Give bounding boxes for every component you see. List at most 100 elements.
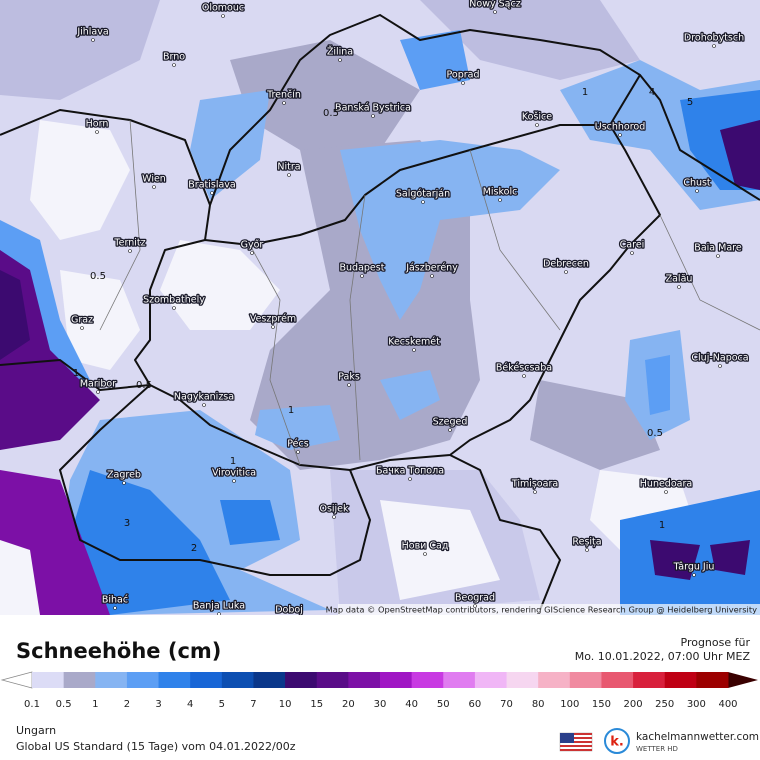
city-label: Jihlava — [76, 27, 108, 38]
city-label: Carei — [620, 240, 645, 251]
city-dot — [347, 383, 351, 387]
city-dot — [96, 390, 100, 394]
city-label: Ternitz — [113, 238, 145, 249]
legend-swatch — [696, 672, 729, 688]
city-dot — [430, 274, 434, 278]
city-label: Szombathely — [143, 295, 205, 306]
city-label: Jászberény — [405, 263, 458, 274]
city-dot — [423, 552, 427, 556]
contour-label: 0.5 — [136, 380, 152, 391]
city-dot — [618, 133, 622, 137]
legend-swatch — [506, 672, 539, 688]
contour-label: 0.5 — [647, 428, 663, 439]
legend-label: 0.1 — [24, 699, 40, 710]
contour-label: 2 — [191, 543, 197, 554]
city-label: Osijek — [319, 504, 349, 515]
legend-label: 250 — [655, 699, 674, 710]
city-label: Brno — [163, 52, 185, 63]
legend-high-cap — [728, 672, 758, 688]
city-label: Budapest — [340, 263, 385, 274]
city-dot — [91, 38, 95, 42]
city-label: Hunedoara — [640, 479, 692, 490]
city-dot — [535, 123, 539, 127]
legend-swatch — [158, 672, 191, 688]
city-dot — [80, 326, 84, 330]
city-dot — [172, 306, 176, 310]
city-dot — [448, 428, 452, 432]
city-dot — [630, 251, 634, 255]
map: Map data © OpenStreetMap contributors, r… — [0, 0, 760, 615]
legend-swatch — [32, 672, 65, 688]
city-dot — [287, 173, 291, 177]
city-label: Chust — [683, 178, 711, 189]
legend-label: 20 — [342, 699, 355, 710]
contour-label: 1 — [288, 405, 294, 416]
legend-label: 2 — [124, 699, 130, 710]
city-label: Kecskemét — [388, 337, 440, 348]
city-dot — [585, 548, 589, 552]
legend-label: 3 — [155, 699, 161, 710]
legend-swatch — [411, 672, 444, 688]
city-dot — [172, 63, 176, 67]
city-dot — [296, 450, 300, 454]
legend-label: 15 — [310, 699, 323, 710]
city-label: Нови Сад — [402, 541, 449, 552]
legend-swatch — [126, 672, 160, 688]
city-label: Trenčín — [266, 90, 301, 101]
legend-label: 10 — [279, 699, 292, 710]
flag — [559, 732, 593, 752]
legend-label: 100 — [560, 699, 579, 710]
contour-label: 0.5 — [90, 271, 106, 282]
city-dot — [493, 10, 497, 14]
city-dot — [232, 479, 236, 483]
legend-swatch — [95, 672, 128, 688]
city-label: Horn — [86, 119, 109, 130]
city-label: Graz — [71, 315, 93, 326]
legend-label: 7 — [250, 699, 256, 710]
city-label: Timișoara — [511, 479, 558, 490]
city-label: Veszprém — [250, 314, 296, 325]
legend-label: 4 — [187, 699, 193, 710]
legend-swatch — [443, 672, 476, 688]
legend-swatch — [569, 672, 602, 688]
legend-label: 5 — [219, 699, 225, 710]
city-dot — [360, 274, 364, 278]
city-label: Szeged — [433, 417, 468, 428]
city-label: Žilina — [327, 46, 353, 58]
city-dot — [210, 191, 214, 195]
city-label: Uschhorod — [595, 122, 646, 133]
model: Global US Standard (15 Tage) vom 04.01.2… — [16, 740, 296, 753]
city-dot — [677, 285, 681, 289]
city-label: Paks — [338, 372, 360, 383]
city-dot — [271, 325, 275, 329]
forecast-time: Mo. 10.01.2022, 07:00 Uhr MEZ — [575, 650, 751, 663]
city-label: Zagreb — [107, 470, 141, 481]
city-dot — [152, 185, 156, 189]
city-dot — [461, 81, 465, 85]
snow-areas — [0, 0, 760, 615]
legend-label: 70 — [500, 699, 513, 710]
legend-label: 300 — [687, 699, 706, 710]
city-label: Wien — [142, 174, 166, 185]
city-label: Pécs — [287, 439, 308, 450]
city-label: Beograd — [455, 593, 495, 604]
contour-label: 1 — [73, 368, 79, 379]
city-label: Бачка Топола — [376, 466, 444, 477]
city-dot — [338, 58, 342, 62]
legend-label: 50 — [437, 699, 450, 710]
legend-swatch — [221, 672, 254, 688]
legend-swatch — [538, 672, 571, 688]
city-dot — [95, 130, 99, 134]
legend-label: 1 — [92, 699, 98, 710]
legend-swatch — [348, 672, 381, 688]
legend-swatch — [285, 672, 318, 688]
legend-label: 60 — [469, 699, 482, 710]
city-dot — [202, 403, 206, 407]
city-dot — [716, 254, 720, 258]
borders — [0, 14, 760, 611]
contour-label: 1 — [230, 456, 236, 467]
city-dot — [412, 348, 416, 352]
city-dot — [522, 374, 526, 378]
legend-low-cap — [0, 671, 33, 689]
legend-swatch — [380, 672, 413, 688]
